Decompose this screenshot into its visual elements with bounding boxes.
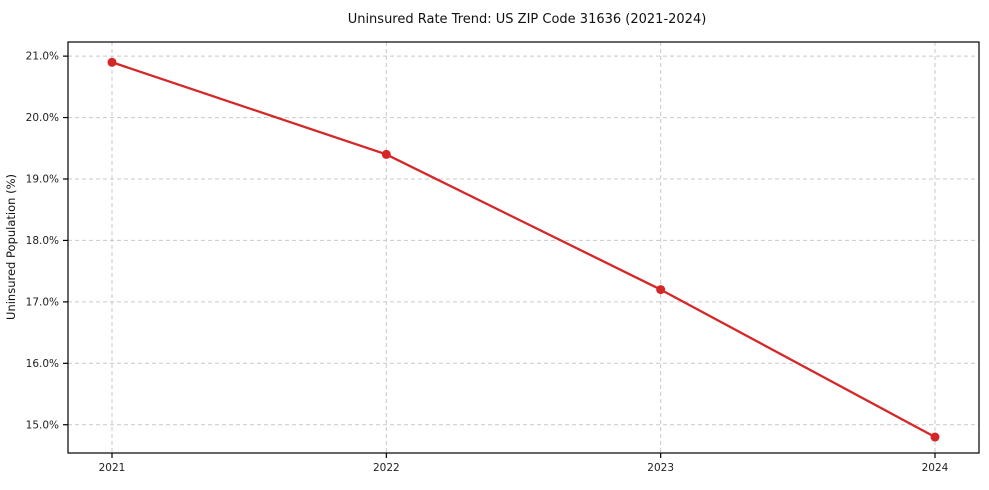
x-tick-label: 2021 (99, 462, 126, 474)
x-tick-label: 2023 (647, 462, 674, 474)
y-tick-label: 15.0% (26, 419, 59, 431)
y-axis-label: Uninsured Population (%) (4, 174, 18, 320)
data-point (656, 285, 666, 295)
y-tick-label: 18.0% (26, 235, 59, 247)
x-tick-label: 2022 (373, 462, 400, 474)
axes-frame (67, 41, 980, 454)
x-tick-label: 2024 (922, 462, 949, 474)
data-point (930, 432, 940, 442)
data-point (107, 57, 117, 67)
data-point (381, 149, 391, 159)
y-tick-label: 16.0% (26, 358, 59, 370)
plot-area: 15.0% 16.0% 17.0% 18.0% 19.0% 20.0% 21.0% 2021 2… (26, 41, 980, 474)
trend-line (110, 61, 937, 439)
y-tick-label: 17.0% (26, 296, 59, 308)
y-tick-label: 21.0% (26, 51, 59, 63)
y-tick-label: 20.0% (26, 112, 59, 124)
y-tick-label: 19.0% (26, 174, 59, 186)
chart-title: Uninsured Rate Trend: US ZIP Code 31636 … (348, 12, 707, 27)
